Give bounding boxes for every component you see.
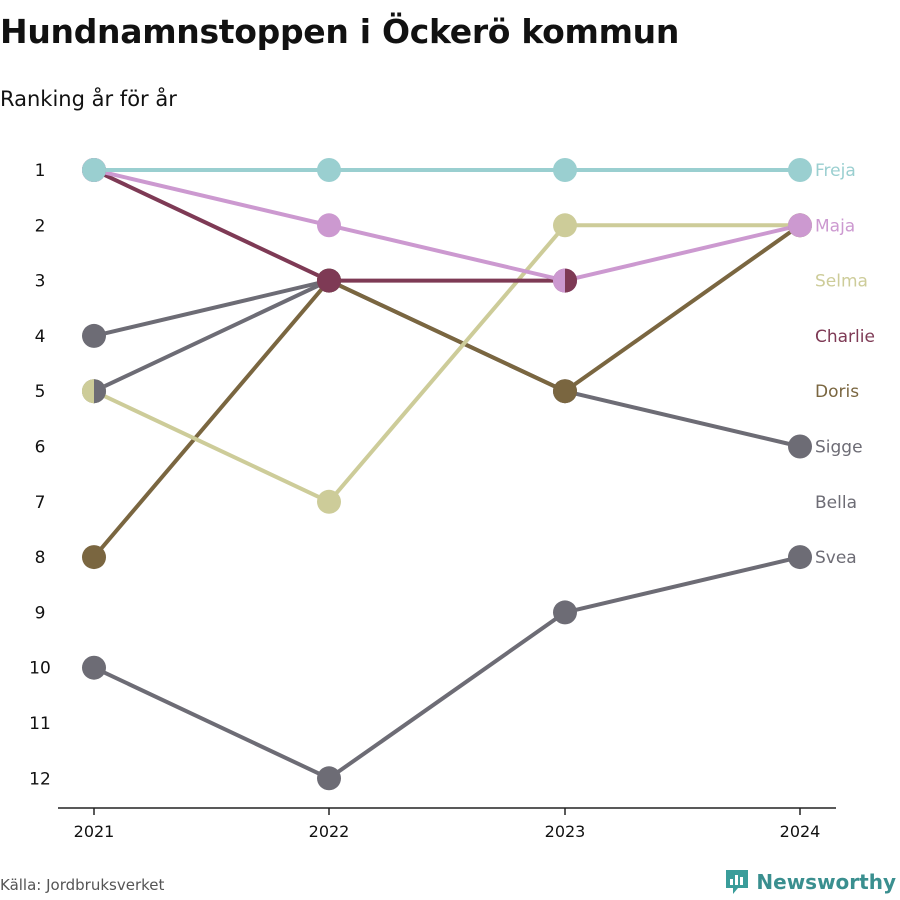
data-point-half: [553, 268, 565, 293]
series-line: [92, 168, 802, 283]
data-point-half: [82, 379, 94, 404]
newsworthy-logo-icon: [726, 870, 749, 894]
data-point: [553, 158, 577, 182]
y-tick-label: 9: [35, 603, 46, 623]
data-point: [788, 213, 812, 238]
data-point: [317, 489, 341, 514]
series-label: Doris: [815, 382, 859, 402]
series-label: Selma: [815, 272, 868, 292]
y-tick-label: 4: [35, 327, 46, 347]
brand-name: Newsworthy: [756, 870, 896, 894]
data-point: [317, 766, 341, 791]
x-tick-label: 2021: [74, 822, 115, 841]
data-point: [788, 434, 812, 459]
data-point: [82, 545, 106, 570]
y-tick-label: 1: [35, 161, 46, 181]
series-line: [92, 555, 802, 781]
y-tick-label: 10: [29, 659, 51, 679]
data-point: [82, 655, 106, 680]
data-point: [788, 545, 812, 570]
data-point: [317, 268, 341, 293]
data-point: [317, 158, 341, 182]
y-tick-label: 8: [35, 548, 46, 568]
data-point: [553, 379, 577, 404]
source-note: Källa: Jordbruksverket: [0, 876, 165, 894]
y-tick-label: 3: [35, 272, 46, 292]
series-label: Maja: [815, 216, 855, 236]
series-label: Charlie: [815, 327, 875, 347]
data-point: [317, 213, 341, 238]
data-point-half: [94, 379, 107, 404]
y-tick-label: 7: [35, 493, 46, 513]
y-tick-label: 12: [29, 769, 51, 789]
y-tick-label: 2: [35, 216, 46, 236]
x-tick-label: 2022: [309, 822, 350, 841]
data-point: [788, 158, 812, 182]
data-point: [553, 213, 577, 238]
series-line: [92, 278, 331, 338]
y-tick-label: 5: [35, 382, 46, 402]
x-tick-label: 2023: [545, 822, 586, 841]
y-tick-label: 6: [35, 438, 46, 458]
data-point-half: [565, 268, 577, 293]
series-label: Svea: [815, 548, 857, 568]
series-line: [92, 223, 802, 560]
data-point: [82, 323, 106, 348]
series-label: Bella: [815, 493, 857, 513]
series-label: Sigge: [815, 438, 863, 458]
brand-logo: Newsworthy: [724, 868, 896, 896]
chart-title: Hundnamnstoppen i Öckerö kommun: [0, 12, 680, 51]
y-tick-label: 11: [29, 714, 51, 734]
series-label: Freja: [815, 161, 856, 181]
series-line: [92, 223, 802, 504]
chart-subtitle: Ranking år för år: [0, 87, 177, 111]
data-point: [553, 600, 577, 625]
x-tick-label: 2024: [780, 822, 821, 841]
data-point: [82, 158, 106, 182]
